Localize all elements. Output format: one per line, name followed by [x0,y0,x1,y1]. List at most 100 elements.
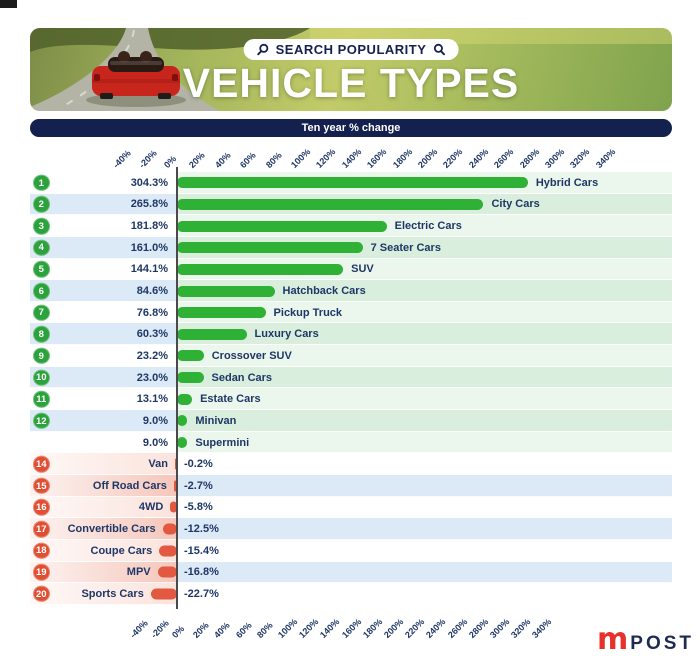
axis-tick-label: 40% [212,150,233,170]
axis-tick-label: 180% [360,616,385,640]
axis-title-bar: Ten year % change [30,119,672,137]
value-label: 9.0% [142,436,168,449]
axis-tick-label: 300% [542,146,567,170]
row-right-bar-area: Crossover SUV [177,345,672,367]
badge-label: SEARCH POPULARITY [275,42,427,57]
bar-negative [159,545,177,557]
rank-badge: 19 [33,564,50,581]
chart-row: 14 Van -0.2% [30,453,672,475]
axis-tick-label: 100% [275,616,300,640]
category-label: Sedan Cars [211,371,273,384]
axis-tick-label: 160% [365,146,389,170]
rank-badge: 8 [33,326,50,343]
axis-tick-label: 60% [233,620,254,640]
value-label: 60.3% [136,328,168,341]
row-right-bar-area: Sedan Cars [177,366,672,389]
row-right-bar-area: Pickup Truck [177,301,672,324]
axis-tick-label: 0% [169,623,187,640]
axis-tick-label: 220% [403,616,427,640]
row-left-value-area: 8 60.3% [30,323,177,346]
axis-tick-label: 280% [466,616,491,640]
row-right-bar-area: 7 Seater Cars [177,236,672,259]
axis-title: Ten year % change [301,122,401,134]
rank-badge: 15 [33,477,50,495]
chart-row: 9.0% Supermini [30,431,672,454]
bar-positive [177,328,247,340]
axis-tick-label: 140% [318,616,342,640]
axis-tick-label: 320% [568,146,592,170]
top-axis: -40% -20% 0% 20% 40% 60% 80% 100% 120% 140% 160% 18… [0,138,700,172]
axis-tick-label: 160% [339,616,363,640]
axis-tick-label: 340% [530,616,554,640]
bar-negative [162,523,177,535]
category-label: Luxury Cars [254,328,319,341]
category-label: MPV [126,566,151,579]
axis-tick-label: 80% [254,620,275,640]
row-right-bar-area: Minivan [177,410,672,432]
row-left-label-area: 20 Sports Cars [30,583,177,605]
chart-row: 3 181.8% Electric Cars [30,215,672,237]
value-label: -15.4% [184,544,219,557]
axis-tick-label: 320% [509,616,533,640]
rank-badge: 14 [33,455,50,473]
axis-tick-label: 340% [593,146,618,170]
category-label: SUV [351,263,374,276]
bar-positive [177,177,528,189]
bar-negative [173,480,177,492]
mpost-logo: m POST [597,625,694,655]
value-label: 23.0% [136,371,168,384]
rank-badge: 9 [33,347,50,365]
rank-badge: 11 [33,390,50,408]
bar-positive [177,350,204,362]
value-label: 181.8% [130,220,168,233]
row-left-value-area: 7 76.8% [30,301,177,324]
row-left-label-area: 18 Coupe Cars [30,539,177,562]
row-left-value-area: 11 13.1% [30,388,177,411]
page-title: VEHICLE TYPES [182,60,520,106]
row-right-bar-area: Supermini [177,431,672,454]
row-left-label-area: 19 MPV [30,561,177,584]
bar-negative [157,566,177,578]
row-right-value-area: -12.5% [177,518,672,540]
axis-tick-label: 40% [212,620,233,640]
rank-badge: 10 [33,369,50,386]
axis-tick-label: 240% [424,616,448,640]
search-icon-mirrored [433,43,445,56]
rank-badge: 18 [33,542,50,559]
value-label: -16.8% [184,566,219,579]
bar-positive [177,307,266,319]
category-label: Crossover SUV [211,349,292,362]
chart-row: 2 265.8% City Cars [30,193,672,216]
row-right-value-area: -5.8% [177,496,672,519]
axis-tick-label: 260% [445,616,469,640]
bar-negative [170,501,177,513]
chart-row: 16 4WD -5.8% [30,496,672,519]
row-right-bar-area: Hybrid Cars [177,172,672,194]
chart-row: 9 23.2% Crossover SUV [30,345,672,367]
value-label: -22.7% [184,587,219,600]
bar-positive [177,372,204,384]
row-right-value-area: -0.2% [177,453,672,475]
category-label: Convertible Cars [67,523,156,536]
axis-tick-label: 180% [390,146,414,170]
value-label: -12.5% [184,523,219,536]
chart-row: 10 23.0% Sedan Cars [30,366,672,389]
value-label: -5.8% [184,501,213,514]
row-left-value-area: 12 9.0% [30,410,177,432]
row-left-label-area: 16 4WD [30,496,177,519]
chart-row: 19 MPV -16.8% [30,561,672,584]
search-icon [257,43,269,56]
zero-axis-line [176,167,178,609]
bar-positive [177,242,363,254]
bottom-axis: -40% -20% 0% 20% 40% 60% 80% 100% 120% 140% 160% 18… [0,606,700,642]
bar-positive [177,393,193,405]
chart-row: 8 60.3% Luxury Cars [30,323,672,346]
rank-badge: 16 [33,499,50,516]
category-label: Hatchback Cars [282,285,366,298]
value-label: -0.2% [184,458,213,471]
value-label: 161.0% [130,241,168,254]
axis-tick-label: 120% [314,146,338,170]
value-label: 9.0% [142,414,168,427]
bar-negative [150,588,177,600]
